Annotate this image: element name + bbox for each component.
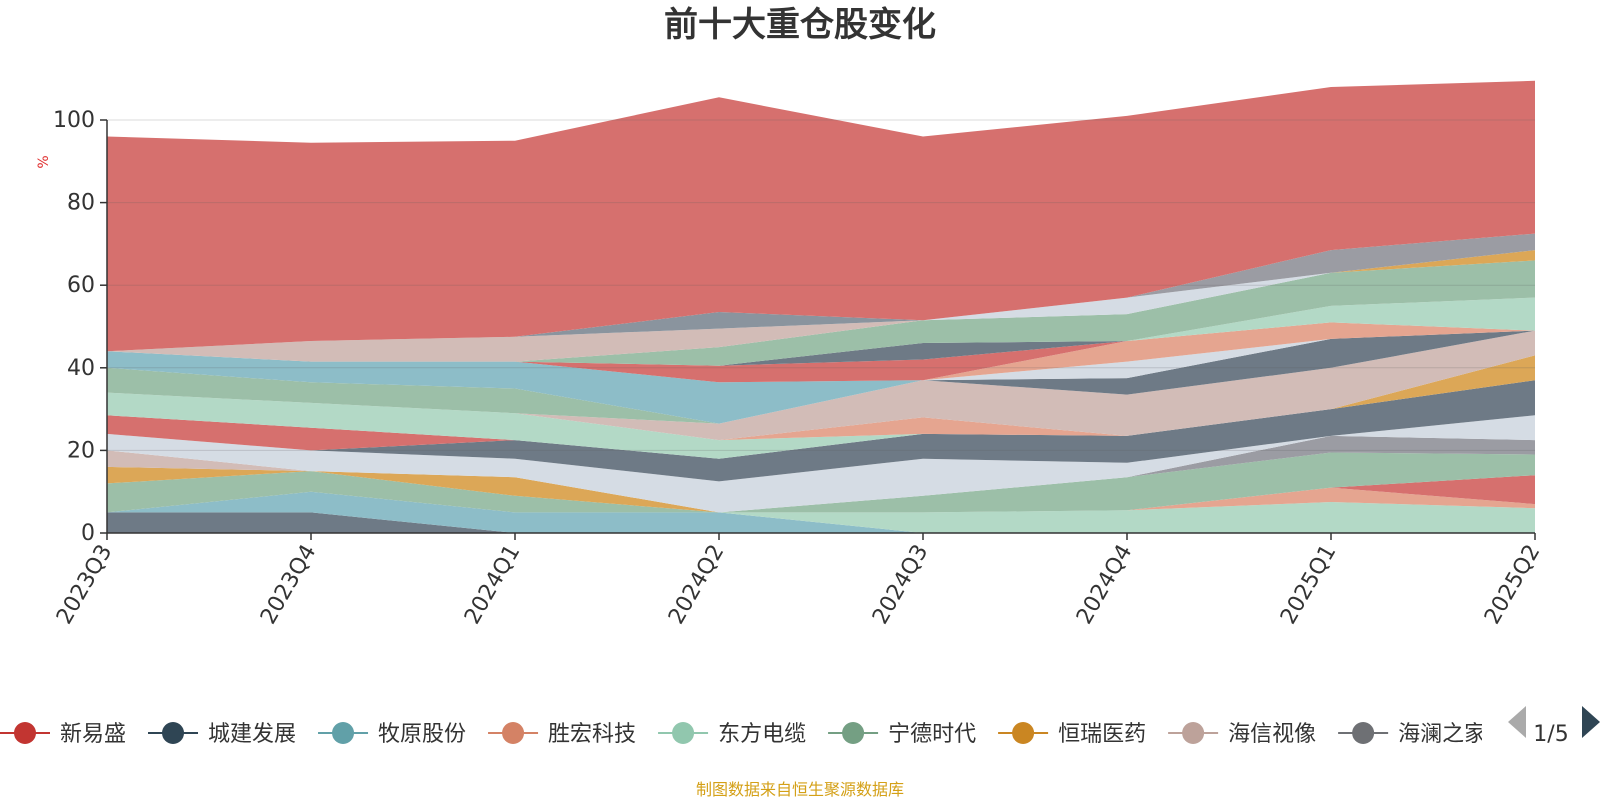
area-s1 xyxy=(107,512,1535,533)
legend-dot-icon xyxy=(1182,722,1205,744)
area-s2 xyxy=(107,491,1535,533)
legend-item[interactable]: 海信视像 xyxy=(1168,722,1316,747)
legend-dot-icon xyxy=(672,722,695,744)
legend-dot-icon xyxy=(842,722,865,744)
legend-item[interactable]: 新易盛 xyxy=(0,722,126,747)
y-tick-label: 80 xyxy=(67,191,95,216)
area-s14 xyxy=(107,355,1535,459)
area-s10 xyxy=(107,415,1535,513)
plot-area xyxy=(107,80,1535,533)
area-s23 xyxy=(107,297,1535,383)
legend-dot-icon xyxy=(502,722,525,744)
y-tick-label: 60 xyxy=(67,273,95,298)
x-tick-label: 2024Q3 xyxy=(868,541,933,629)
legend-label: 宁德时代 xyxy=(888,722,976,747)
prev-page-icon[interactable] xyxy=(1508,706,1526,738)
legend-item[interactable]: 牧原股份 xyxy=(318,722,466,747)
legend-dot-icon xyxy=(1352,722,1375,744)
x-tick-label: 2025Q2 xyxy=(1480,541,1545,629)
legend-label: 东方电缆 xyxy=(718,722,806,747)
chart-title: 前十大重仓股变化 xyxy=(664,5,936,45)
legend-label: 牧原股份 xyxy=(378,722,466,747)
legend-item[interactable]: 胜宏科技 xyxy=(488,722,636,747)
legend-item[interactable]: 宁德时代 xyxy=(828,722,976,747)
area-s16 xyxy=(107,330,1535,441)
area-s31 xyxy=(107,80,1535,352)
x-tick-label: 2023Q3 xyxy=(52,541,117,629)
legend-item[interactable]: 恒瑞医药 xyxy=(998,722,1146,747)
footer-source: 制图数据来自恒生聚源数据库 xyxy=(696,780,904,799)
legend-dot-icon xyxy=(1012,722,1035,744)
area-s30 xyxy=(107,233,1535,352)
area-s22 xyxy=(107,297,1535,383)
legend-page-indicator: 1/5 xyxy=(1533,722,1568,747)
legend-item[interactable]: 东方电缆 xyxy=(658,722,806,747)
legend-dot-icon xyxy=(162,722,185,744)
x-tick-label: 2024Q4 xyxy=(1072,541,1137,629)
area-s21 xyxy=(107,322,1535,383)
legend-label: 新易盛 xyxy=(60,722,126,747)
y-tick-label: 40 xyxy=(67,356,95,381)
area-s11 xyxy=(107,380,1535,482)
area-s9 xyxy=(107,435,1535,513)
area-s6 xyxy=(107,452,1535,513)
legend-dot-icon xyxy=(332,722,355,744)
legend-label: 恒瑞医药 xyxy=(1058,722,1146,747)
y-tick-label: 20 xyxy=(67,438,95,463)
legend-label: 海信视像 xyxy=(1228,722,1316,747)
x-tick-label: 2025Q1 xyxy=(1276,541,1341,629)
x-tick-label: 2024Q1 xyxy=(460,541,525,629)
legend-item[interactable]: 海澜之家 xyxy=(1338,722,1486,747)
x-tick-label: 2024Q2 xyxy=(664,541,729,629)
y-axis-label: % xyxy=(36,155,52,168)
area-s25 xyxy=(107,260,1535,366)
legend-label: 胜宏科技 xyxy=(548,722,636,747)
y-tick-label: 100 xyxy=(53,108,95,133)
legend-dot-icon xyxy=(14,722,36,744)
area-s3 xyxy=(107,491,1535,533)
area-s4 xyxy=(107,487,1535,513)
legend-pager: 1/5 xyxy=(1508,706,1600,747)
legend: 新易盛 城建发展 牧原股份 胜宏科技 东方电缆 宁德时代 恒瑞医药 海信视像 海澜之家 xyxy=(0,722,1486,747)
legend-item[interactable]: 城建发展 xyxy=(148,722,296,747)
legend-label: 海澜之家 xyxy=(1398,722,1486,747)
area-s19 xyxy=(107,330,1535,424)
gridlines xyxy=(107,119,1535,451)
area-s27 xyxy=(107,250,1535,362)
area-s17 xyxy=(107,330,1535,424)
legend-label: 城建发展 xyxy=(208,722,296,747)
next-page-icon[interactable] xyxy=(1582,706,1600,738)
area-s18 xyxy=(107,330,1535,424)
x-tick-label: 2023Q4 xyxy=(256,541,321,629)
y-tick-label: 0 xyxy=(81,521,95,546)
